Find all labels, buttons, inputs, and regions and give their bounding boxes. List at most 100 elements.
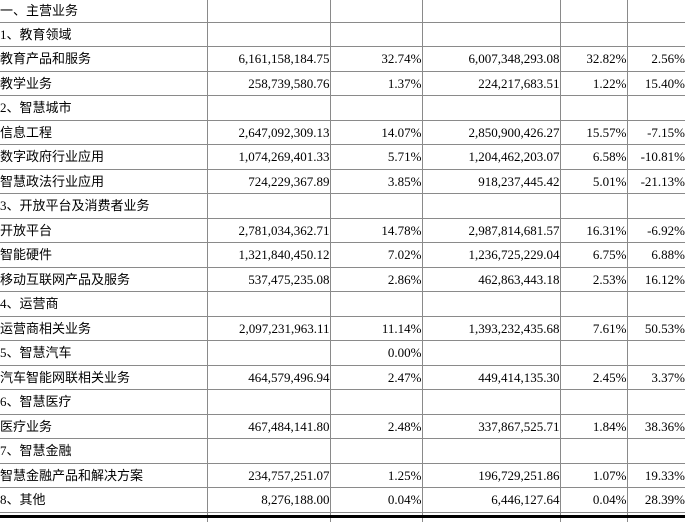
cell-segment-label: 智慧金融产品和解决方案 xyxy=(0,462,208,488)
cell-segment-label: 教学业务 xyxy=(0,70,208,96)
cell-prior-amount: 224,217,683.51 xyxy=(421,70,561,96)
cell-prior-amount xyxy=(421,0,561,23)
cell-prior-amount: 1,236,725,229.04 xyxy=(421,242,561,268)
cell-segment-label: 5、智慧汽车 xyxy=(0,340,208,366)
cell-prior-ratio xyxy=(559,291,628,317)
cell-segment-label: 6、智慧医疗 xyxy=(0,389,208,415)
cell-yoy-change: -6.92% xyxy=(626,217,685,243)
cell-current-amount xyxy=(206,389,331,415)
cell-current-ratio xyxy=(329,21,423,47)
cell-current-amount xyxy=(206,340,331,366)
cell-current-ratio: 3.85% xyxy=(329,168,423,194)
cell-segment-label: 开放平台 xyxy=(0,217,208,243)
cell-prior-amount xyxy=(421,340,561,366)
cell-current-amount: 258,739,580.76 xyxy=(206,70,331,96)
cell-prior-amount xyxy=(421,193,561,219)
cell-prior-amount: 918,237,445.42 xyxy=(421,168,561,194)
cell-prior-amount xyxy=(421,291,561,317)
cell-segment-label: 运营商相关业务 xyxy=(0,315,208,341)
cell-current-ratio: 5.71% xyxy=(329,144,423,170)
cell-yoy-change: 19.33% xyxy=(626,462,685,488)
cell-yoy-change: 38.36% xyxy=(626,413,685,439)
table-row: 智慧金融产品和解决方案 234,757,251.07 1.25% 196,729,25… xyxy=(0,462,685,488)
cell-current-amount: 1,321,840,450.12 xyxy=(206,242,331,268)
table-row: 智慧政法行业应用 724,229,367.89 3.85% 918,237,445.4… xyxy=(0,168,685,194)
cell-yoy-change xyxy=(626,95,685,121)
cell-segment-label: 7、智慧金融 xyxy=(0,438,208,464)
cell-prior-ratio xyxy=(559,95,628,121)
cell-current-amount: 2,097,231,963.11 xyxy=(206,315,331,341)
cell-prior-ratio xyxy=(559,340,628,366)
cell-yoy-change: -10.81% xyxy=(626,144,685,170)
cell-segment-label: 8、其他 xyxy=(0,487,208,513)
table-bottom-rule xyxy=(0,515,685,518)
cell-prior-ratio xyxy=(559,0,628,23)
cell-prior-ratio: 0.04% xyxy=(559,487,628,513)
cell-current-ratio: 2.86% xyxy=(329,266,423,292)
table-row: 汽车智能网联相关业务 464,579,496.94 2.47% 449,414,135… xyxy=(0,364,685,390)
table-row: 5、智慧汽车 0.00% xyxy=(0,340,685,366)
table-row: 3、开放平台及消费者业务 xyxy=(0,193,685,219)
cell-current-amount: 2,647,092,309.13 xyxy=(206,119,331,145)
cell-prior-amount xyxy=(421,389,561,415)
cell-yoy-change xyxy=(626,193,685,219)
cell-current-ratio: 2.47% xyxy=(329,364,423,390)
cell-yoy-change xyxy=(626,340,685,366)
cell-current-ratio xyxy=(329,0,423,23)
cell-yoy-change xyxy=(626,438,685,464)
cell-segment-label: 3、开放平台及消费者业务 xyxy=(0,193,208,219)
cell-prior-amount: 1,204,462,203.07 xyxy=(421,144,561,170)
cell-yoy-change: -7.15% xyxy=(626,119,685,145)
cell-segment-label: 汽车智能网联相关业务 xyxy=(0,364,208,390)
table-row: 医疗业务 467,484,141.80 2.48% 337,867,525.71 1.8… xyxy=(0,413,685,439)
cell-prior-amount: 462,863,443.18 xyxy=(421,266,561,292)
cell-current-amount xyxy=(206,21,331,47)
cell-current-amount xyxy=(206,291,331,317)
cell-current-amount xyxy=(206,438,331,464)
cell-yoy-change: 50.53% xyxy=(626,315,685,341)
cell-yoy-change: 6.88% xyxy=(626,242,685,268)
cell-prior-amount: 196,729,251.86 xyxy=(421,462,561,488)
table-row: 移动互联网产品及服务 537,475,235.08 2.86% 462,863,443… xyxy=(0,266,685,292)
table-row: 7、智慧金融 xyxy=(0,438,685,464)
cell-current-ratio: 14.78% xyxy=(329,217,423,243)
cell-prior-ratio: 2.53% xyxy=(559,266,628,292)
cell-current-ratio: 1.25% xyxy=(329,462,423,488)
cell-yoy-change: 2.56% xyxy=(626,46,685,72)
cell-segment-label: 智能硬件 xyxy=(0,242,208,268)
cell-segment-label: 数字政府行业应用 xyxy=(0,144,208,170)
cell-yoy-change: 16.12% xyxy=(626,266,685,292)
cell-yoy-change xyxy=(626,21,685,47)
cell-prior-amount: 1,393,232,435.68 xyxy=(421,315,561,341)
cell-prior-ratio xyxy=(559,21,628,47)
table-row: 4、运营商 xyxy=(0,291,685,317)
cell-prior-amount xyxy=(421,21,561,47)
cell-prior-amount: 6,007,348,293.08 xyxy=(421,46,561,72)
cell-current-amount xyxy=(206,0,331,23)
cell-segment-label: 医疗业务 xyxy=(0,413,208,439)
cell-yoy-change: 3.37% xyxy=(626,364,685,390)
table-row: 开放平台 2,781,034,362.71 14.78% 2,987,814,681.… xyxy=(0,217,685,243)
cell-current-amount: 8,276,188.00 xyxy=(206,487,331,513)
table-row: 数字政府行业应用 1,074,269,401.33 5.71% 1,204,462,2… xyxy=(0,144,685,170)
cell-prior-ratio: 1.07% xyxy=(559,462,628,488)
cell-current-ratio: 7.02% xyxy=(329,242,423,268)
table-row: 教育产品和服务 6,161,158,184.75 32.74% 6,007,348,2… xyxy=(0,46,685,72)
cell-yoy-change: 15.40% xyxy=(626,70,685,96)
cell-current-ratio xyxy=(329,291,423,317)
cell-segment-label: 4、运营商 xyxy=(0,291,208,317)
cell-current-ratio xyxy=(329,389,423,415)
cell-prior-ratio: 15.57% xyxy=(559,119,628,145)
cell-prior-ratio: 2.45% xyxy=(559,364,628,390)
cell-current-ratio: 2.48% xyxy=(329,413,423,439)
cell-prior-amount: 337,867,525.71 xyxy=(421,413,561,439)
cell-prior-ratio: 16.31% xyxy=(559,217,628,243)
cell-prior-ratio xyxy=(559,389,628,415)
cell-current-ratio xyxy=(329,193,423,219)
cell-prior-ratio: 32.82% xyxy=(559,46,628,72)
cell-yoy-change xyxy=(626,0,685,23)
table-row: 教学业务 258,739,580.76 1.37% 224,217,683.51 1.2… xyxy=(0,70,685,96)
cell-current-amount xyxy=(206,193,331,219)
cell-prior-amount: 2,850,900,426.27 xyxy=(421,119,561,145)
